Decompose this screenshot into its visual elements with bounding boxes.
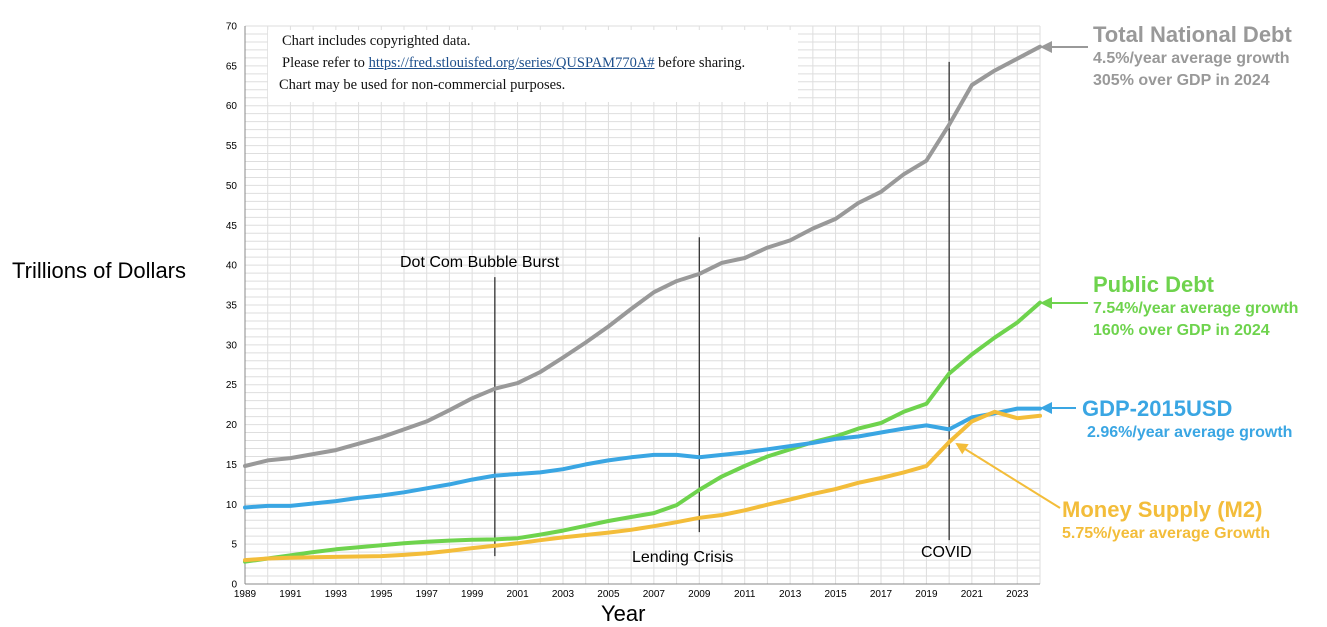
x-tick-label: 2003 <box>552 589 575 600</box>
money-supply-growth: 5.75%/year average Growth <box>1062 525 1271 542</box>
x-tick-label: 2021 <box>961 589 984 600</box>
x-tick-label: 2011 <box>734 589 756 600</box>
series-lines <box>243 44 1042 564</box>
notice-line-2: Please refer to https://fred.stlouisfed.… <box>268 52 798 74</box>
x-tick-label: 2019 <box>915 589 938 600</box>
y-tick-label: 40 <box>226 261 238 272</box>
y-tick-label: 10 <box>226 500 238 511</box>
x-tick-label: 2015 <box>824 589 847 600</box>
notice-line-1: Chart includes copyrighted data. <box>282 33 471 49</box>
fred-link[interactable]: https://fred.stlouisfed.org/series/QUSPA… <box>368 55 655 71</box>
axes: 0 5 10 15 20 25 30 35 40 45 50 55 60 65 70 1989 1991 1993… <box>226 22 1040 600</box>
x-tick-label: 1999 <box>461 589 484 600</box>
event-label-lending: Lending Crisis <box>632 549 734 566</box>
x-tick-label: 2001 <box>506 589 529 600</box>
y-tick-label: 20 <box>226 420 238 431</box>
x-axis-title: Year <box>601 601 646 626</box>
series-line-gdp-2015usd <box>243 406 1042 510</box>
annotation-gdp: GDP-2015USD 2.96%/year average growth <box>1082 396 1292 444</box>
public-debt-growth: 7.54%/year average growth <box>1093 300 1299 317</box>
y-tick-label: 45 <box>226 221 238 232</box>
y-tick-label: 35 <box>226 301 238 312</box>
event-label-dotcom: Dot Com Bubble Burst <box>400 254 560 271</box>
series-line-money-supply-m2 <box>243 409 1042 563</box>
x-tick-label: 2007 <box>643 589 666 600</box>
total-debt-over-gdp: 305% over GDP in 2024 <box>1093 72 1270 89</box>
notice-line-2-suffix: before sharing. <box>654 55 746 71</box>
public-debt-title: Public Debt <box>1093 272 1215 297</box>
x-tick-label: 2009 <box>688 589 711 600</box>
x-tick-label: 2005 <box>597 589 620 600</box>
copyright-notice: Chart includes copyrighted data. Please … <box>268 30 798 102</box>
x-tick-label: 1991 <box>279 589 302 600</box>
y-tick-label: 15 <box>226 460 238 471</box>
notice-line-3: Chart may be used for non-commercial pur… <box>279 77 566 93</box>
y-tick-label: 60 <box>226 101 238 112</box>
grid <box>244 25 1041 585</box>
y-tick-label: 30 <box>226 340 238 351</box>
annotation-public-debt: Public Debt 7.54%/year average growth 16… <box>1093 272 1298 342</box>
y-tick-label: 0 <box>231 580 237 591</box>
event-markers <box>494 61 950 557</box>
event-label-covid: COVID <box>921 544 972 561</box>
y-tick-label: 65 <box>226 61 238 72</box>
gdp-growth: 2.96%/year average growth <box>1087 424 1293 441</box>
total-debt-title: Total National Debt <box>1093 22 1292 47</box>
annotation-arrows <box>955 41 1088 509</box>
total-debt-growth: 4.5%/year average growth <box>1093 50 1290 67</box>
y-tick-label: 25 <box>226 380 238 391</box>
x-tick-label: 1989 <box>234 589 257 600</box>
y-tick-label: 50 <box>226 181 238 192</box>
x-tick-label: 2013 <box>779 589 802 600</box>
x-tick-label: 1997 <box>416 589 439 600</box>
y-tick-label: 70 <box>226 22 238 33</box>
x-tick-label: 2017 <box>870 589 893 600</box>
money-supply-title: Money Supply (M2) <box>1062 497 1263 522</box>
series-line-total-national-debt <box>243 44 1042 468</box>
gdp-title: GDP-2015USD <box>1082 396 1233 421</box>
y-tick-label: 5 <box>231 540 237 551</box>
y-tick-label: 55 <box>226 141 238 152</box>
annotation-money-supply: Money Supply (M2) 5.75%/year average Gro… <box>1062 497 1270 545</box>
x-tick-label: 1995 <box>370 589 393 600</box>
public-debt-over-gdp: 160% over GDP in 2024 <box>1093 322 1270 339</box>
series-line-public-debt <box>243 300 1042 564</box>
y-axis-title: Trillions of Dollars <box>12 258 187 283</box>
annotation-total-debt: Total National Debt 4.5%/year average gr… <box>1093 22 1292 92</box>
x-tick-label: 1993 <box>325 589 348 600</box>
arrow-money-supply <box>955 442 1061 509</box>
notice-line-2-prefix: Please refer to <box>282 55 369 71</box>
x-tick-label: 2023 <box>1006 589 1029 600</box>
